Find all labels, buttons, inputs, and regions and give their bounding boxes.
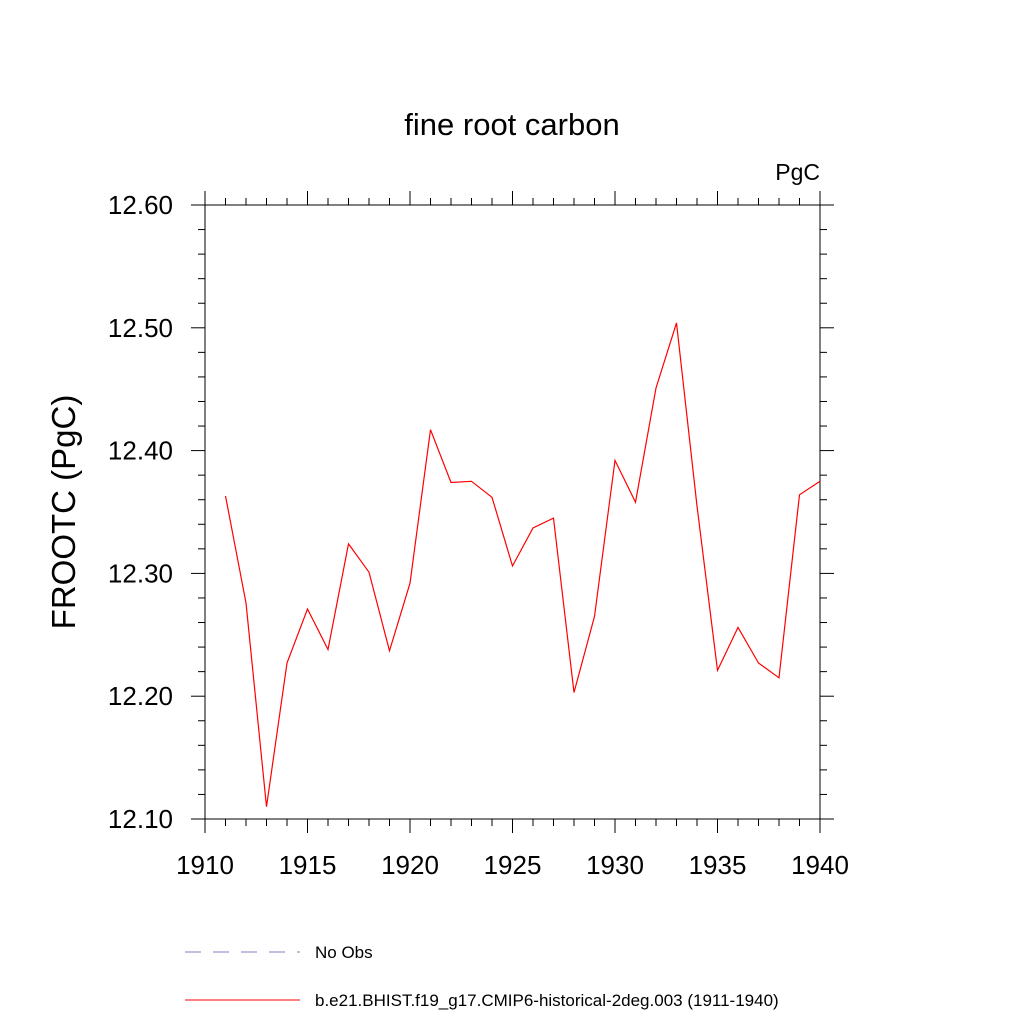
y-tick-label: 12.20: [108, 681, 173, 711]
x-tick-label: 1910: [176, 850, 234, 880]
x-tick-label: 1920: [381, 850, 439, 880]
x-tick-label: 1925: [484, 850, 542, 880]
x-tick-labels: 1910 1915 1920 1925 1930 1935 1940: [176, 850, 849, 880]
x-tick-label: 1935: [689, 850, 747, 880]
y-tick-labels: 12.10 12.20 12.30 12.40 12.50 12.60: [108, 190, 173, 834]
chart-title: fine root carbon: [404, 107, 619, 142]
legend: No Obs b.e21.BHIST.f19_g17.CMIP6-historic…: [185, 943, 779, 1010]
legend-label: No Obs: [315, 943, 373, 962]
x-tick-label: 1940: [791, 850, 849, 880]
units-label: PgC: [775, 159, 820, 185]
y-tick-label: 12.30: [108, 558, 173, 588]
x-tick-label: 1915: [279, 850, 337, 880]
y-tick-label: 12.60: [108, 190, 173, 220]
x-tick-label: 1930: [586, 850, 644, 880]
y-tick-label: 12.50: [108, 313, 173, 343]
y-axis-label: FROOTC (PgC): [45, 395, 82, 630]
y-tick-label: 12.10: [108, 804, 173, 834]
y-tick-label: 12.40: [108, 436, 173, 466]
series-line: [224, 322, 821, 807]
plot-frame: [204, 204, 821, 820]
series-layer: [224, 322, 821, 807]
axis-ticks: [191, 191, 834, 833]
legend-label: b.e21.BHIST.f19_g17.CMIP6-historical-2de…: [315, 991, 779, 1010]
